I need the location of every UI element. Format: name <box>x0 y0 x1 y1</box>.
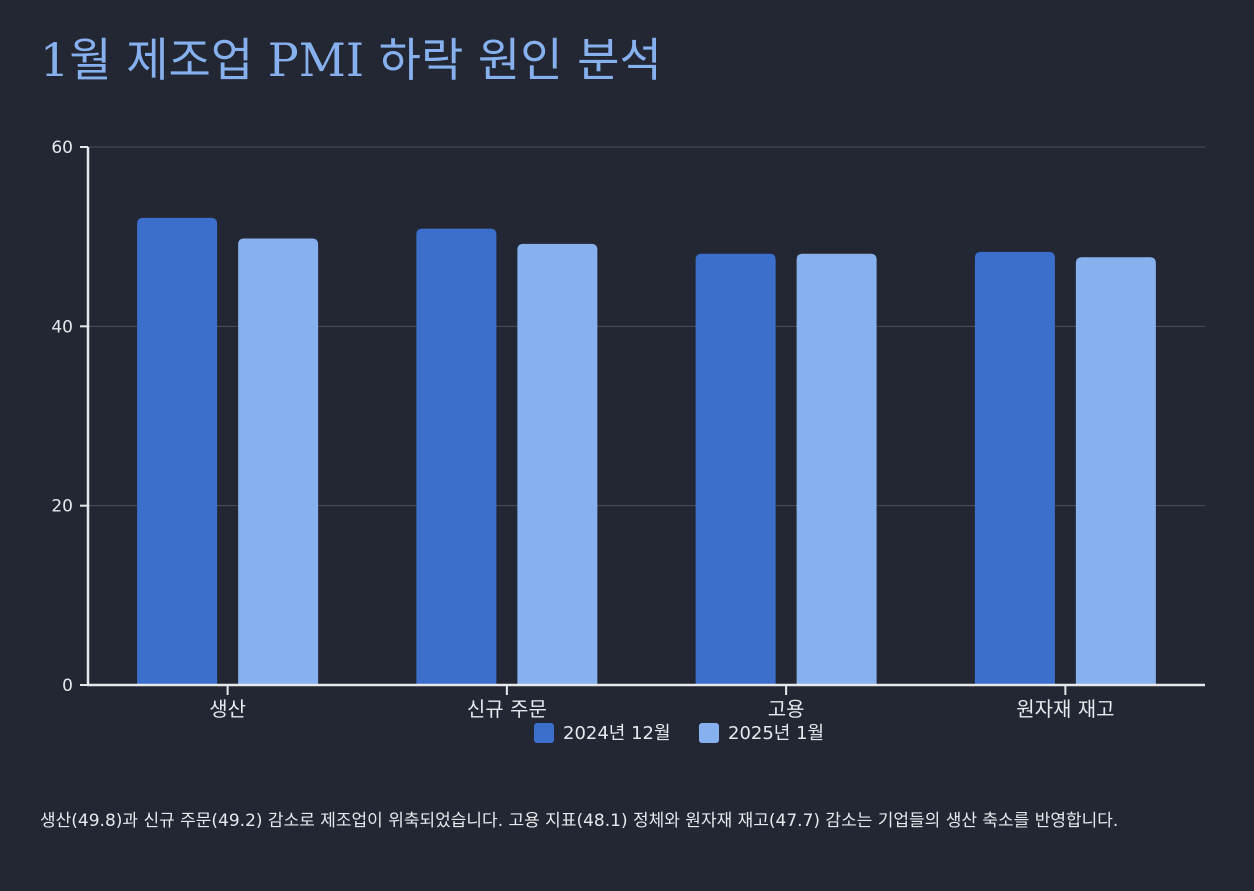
bar <box>137 217 218 685</box>
bar <box>238 238 319 685</box>
chart-caption: 생산(49.8)과 신규 주문(49.2) 감소로 제조업이 위축되었습니다. … <box>40 811 1119 831</box>
legend-swatch <box>534 723 554 743</box>
x-tick-label: 생산 <box>209 697 246 721</box>
bar-chart: 0 20 40 60 생산 신규 주문 고용 원자재 재고 2024년 12월 2025년 1월 <box>51 138 1205 744</box>
y-tick-label: 40 <box>51 317 73 337</box>
bar <box>695 253 776 685</box>
bar <box>517 243 598 685</box>
bar <box>1075 257 1156 685</box>
legend-swatch <box>699 723 719 743</box>
x-tick-label: 고용 <box>768 697 805 721</box>
x-tick-label: 신규 주문 <box>467 697 547 721</box>
legend-label: 2025년 1월 <box>728 723 824 744</box>
bar <box>416 228 497 685</box>
y-tick-label: 0 <box>62 676 73 696</box>
x-tick-label: 원자재 재고 <box>1016 697 1114 721</box>
page-title: 1월 제조업 PMI 하락 원인 분석 <box>40 33 662 87</box>
bar <box>796 253 877 685</box>
y-tick-label: 20 <box>51 497 73 517</box>
bar <box>974 251 1055 685</box>
legend-label: 2024년 12월 <box>563 723 671 744</box>
y-tick-label: 60 <box>51 138 73 158</box>
